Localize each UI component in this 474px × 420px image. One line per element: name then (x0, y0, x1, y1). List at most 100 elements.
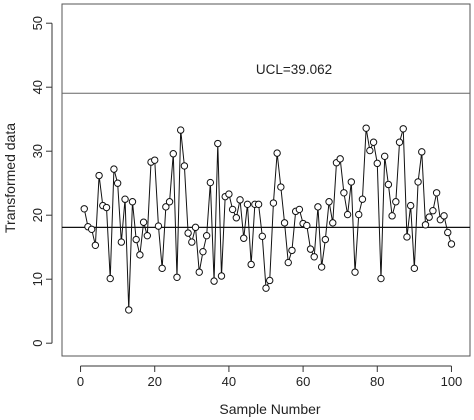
data-point (110, 165, 118, 173)
data-point (355, 210, 363, 219)
data-point (373, 159, 381, 168)
data-point (340, 189, 348, 197)
data-point (425, 213, 433, 221)
data-point (269, 199, 278, 207)
data-point (214, 139, 222, 148)
x-tick-label: 80 (370, 374, 384, 389)
data-point (240, 234, 248, 242)
data-point (414, 178, 422, 186)
data-point (418, 148, 426, 156)
data-point (280, 219, 289, 227)
data-point (247, 260, 255, 269)
data-point (288, 246, 296, 255)
data-point (254, 200, 263, 209)
data-point (191, 223, 200, 232)
data-point (243, 200, 252, 209)
data-point (440, 212, 448, 220)
data-point (113, 179, 122, 187)
y-tick-label: 40 (30, 80, 45, 94)
data-point (369, 138, 378, 146)
data-point (217, 272, 226, 280)
data-point (121, 195, 129, 203)
reference-lines (62, 92, 470, 229)
data-point (176, 126, 185, 134)
data-point (329, 219, 337, 227)
data-point (228, 205, 237, 214)
data-point (91, 241, 100, 249)
data-point (432, 189, 441, 197)
data-point (132, 235, 140, 244)
data-point (210, 277, 218, 285)
y-axis-label: Transformed data (2, 123, 18, 233)
data-point (421, 221, 430, 229)
data-point (410, 264, 419, 273)
data-point (262, 284, 270, 292)
data-point (277, 183, 285, 191)
data-point (117, 238, 126, 246)
data-point (447, 240, 456, 248)
data-point (95, 171, 103, 180)
data-point (284, 258, 292, 267)
data-point (392, 198, 400, 206)
data-point (306, 245, 315, 253)
data-point (388, 212, 396, 220)
x-tick-label: 100 (441, 374, 463, 389)
data-point (125, 306, 133, 314)
y-tick-label: 10 (30, 272, 45, 286)
x-axis-label: Sample Number (219, 401, 320, 417)
data-point (384, 180, 393, 189)
data-point (188, 238, 196, 246)
data-point (351, 268, 359, 276)
data-point (403, 233, 411, 241)
data-point (321, 235, 330, 244)
data-point (358, 195, 367, 203)
data-point (295, 205, 304, 214)
data-point (429, 207, 437, 215)
data-point (406, 201, 415, 210)
data-point (236, 196, 244, 204)
data-point (380, 152, 389, 161)
data-point (325, 198, 333, 206)
data-point (139, 218, 148, 226)
data-point (154, 222, 163, 230)
data-point (136, 251, 144, 259)
data-point (317, 263, 326, 271)
data-point (165, 198, 174, 206)
data-point (225, 190, 233, 198)
data-point (377, 274, 385, 283)
data-point (266, 276, 274, 285)
data-point (80, 205, 88, 213)
data-point (336, 155, 344, 163)
data-point (162, 203, 170, 211)
data-point (366, 146, 374, 155)
data-point (206, 178, 215, 187)
y-tick-label: 20 (30, 208, 45, 222)
plot-frame-group (61, 3, 471, 357)
x-tick-label: 20 (147, 374, 161, 389)
data-point (343, 210, 352, 219)
data-point (232, 214, 241, 222)
data-point (303, 221, 311, 230)
data-point (310, 253, 318, 261)
x-axis: 0 20 40 60 80 100 (77, 365, 463, 389)
data-point (87, 225, 96, 233)
data-point (102, 203, 111, 212)
data-point (143, 231, 152, 240)
data-point (173, 273, 181, 281)
y-tick-label: 30 (30, 144, 45, 158)
data-point (273, 149, 281, 157)
data-point (347, 178, 356, 186)
y-axis: 0 10 20 30 40 50 (30, 16, 53, 347)
series-line-group (83, 128, 452, 310)
y-tick-label: 0 (30, 340, 45, 347)
data-point (199, 247, 207, 256)
data-point (151, 156, 159, 164)
data-point (184, 229, 192, 237)
data-point (180, 162, 189, 170)
ucl-label: UCL=39.062 (256, 62, 332, 77)
data-point (106, 274, 114, 283)
data-point (195, 268, 203, 276)
data-point (158, 264, 166, 273)
x-tick-label: 60 (296, 374, 310, 389)
